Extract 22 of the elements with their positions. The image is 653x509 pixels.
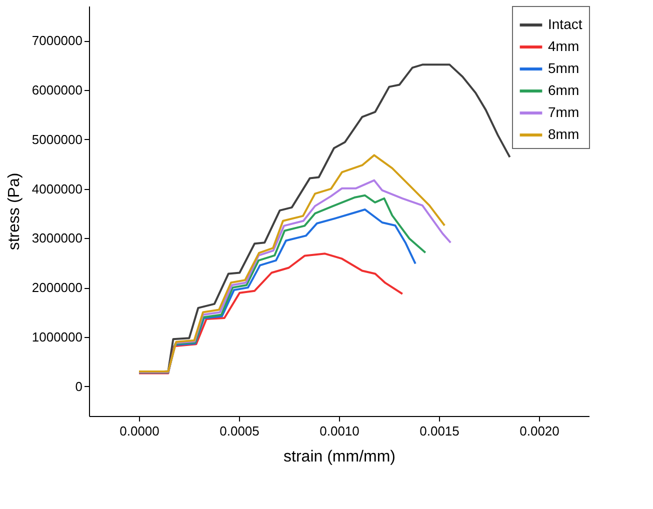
legend-label: 8mm	[548, 126, 580, 142]
x-tick-label: 0.0005	[220, 424, 260, 438]
line-series	[138, 252, 404, 374]
legend-label: 5mm	[548, 60, 580, 76]
legend-label: 7mm	[548, 104, 580, 120]
y-tick-label: 1000000	[32, 329, 82, 344]
x-tick-label: 0.0020	[520, 424, 560, 438]
legend-label: Intact	[548, 16, 582, 32]
y-tick-label: 0	[75, 378, 82, 394]
legend-label: 4mm	[548, 38, 580, 54]
y-tick-label: 3000000	[32, 230, 82, 246]
x-axis-title: strain (mm/mm)	[284, 448, 396, 466]
legend-label: 6mm	[548, 82, 580, 98]
x-tick-label: 0.0015	[420, 424, 460, 438]
y-tick-label: 6000000	[32, 82, 82, 98]
y-tick-label: 7000000	[32, 33, 82, 48]
x-tick-label: 0.0010	[320, 424, 360, 438]
y-axis-title: stress (Pa)	[6, 172, 23, 250]
y-tick-label: 5000000	[32, 132, 82, 147]
x-tick-label: 0.0000	[120, 424, 160, 438]
y-tick-label: 2000000	[32, 280, 82, 296]
y-tick-label: 4000000	[32, 181, 82, 196]
